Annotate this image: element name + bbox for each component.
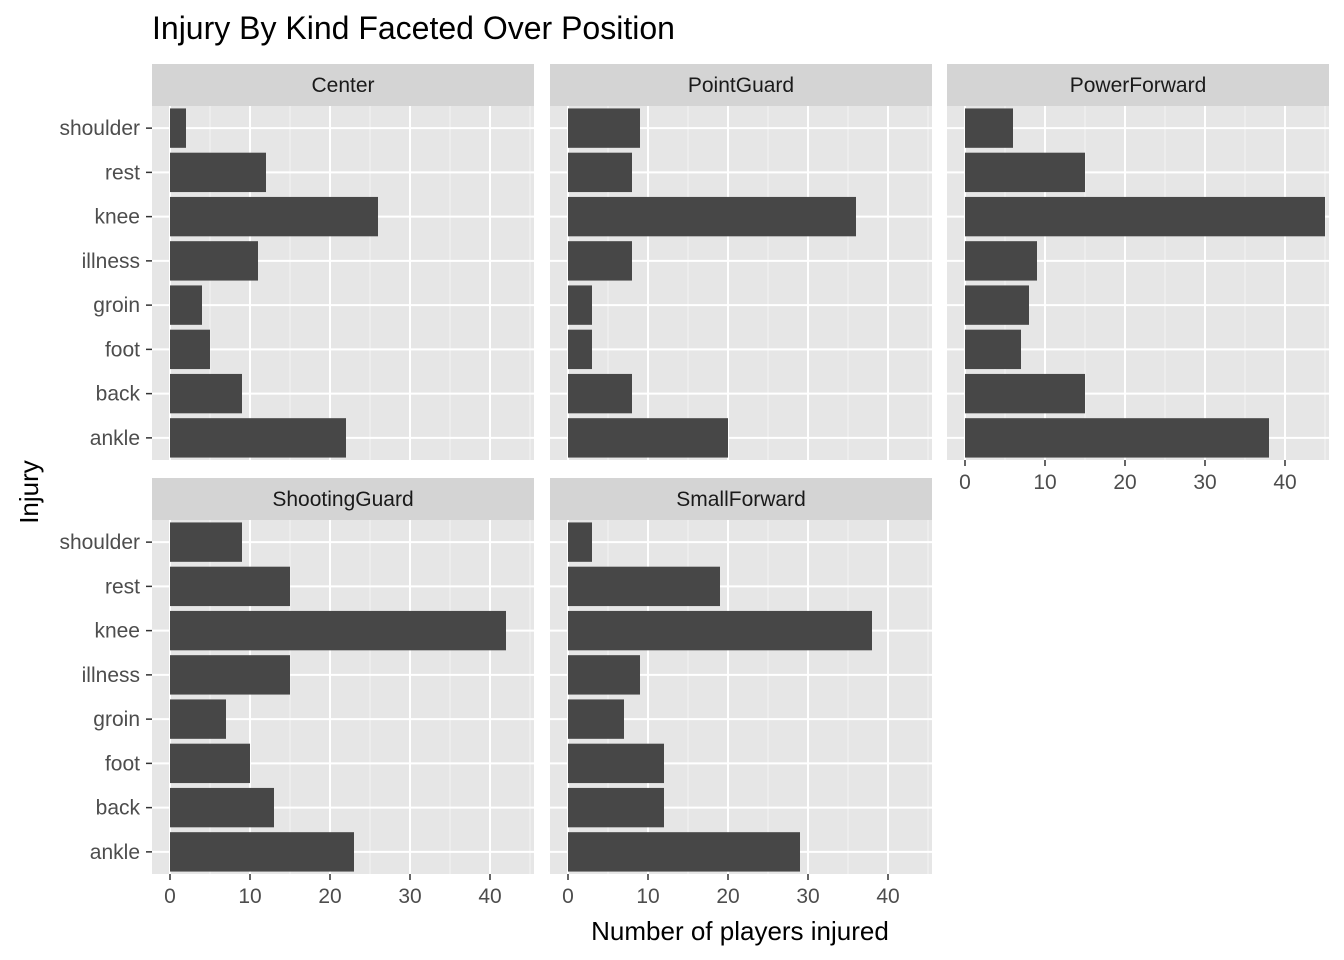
y-tick-label: knee [94,206,140,229]
y-tick-label: rest [105,161,140,184]
facet-strip [550,478,932,520]
bar-pointguard-back [568,373,632,414]
y-tick-label: rest [105,575,140,598]
bar-smallforward-ankle [568,832,800,872]
bar-shootingguard-ankle [170,832,354,872]
y-tick-label: groin [93,294,140,317]
y-tick-label: ankle [90,427,140,450]
bar-shootingguard-knee [170,610,506,651]
bar-center-back [170,373,242,414]
bar-smallforward-illness [568,655,640,695]
facet-shootingguard: ShootingGuard ankle back foot groin illness kn… [59,478,534,908]
bar-shootingguard-foot [170,743,250,784]
facet-label: SmallForward [676,488,806,511]
bar-powerforward-foot [965,329,1021,370]
facet-center: Center ankle back foot groin illness knee rest s… [59,64,534,460]
x-tick-label: 0 [562,885,574,908]
y-tick-label: back [96,797,141,820]
bar-powerforward-back [965,373,1085,414]
x-tick-label: 0 [959,471,971,494]
bar-shootingguard-shoulder [170,522,242,562]
y-tick-label: knee [94,620,140,643]
bar-shootingguard-illness [170,655,290,695]
chart-title: Injury By Kind Faceted Over Position [152,10,675,46]
bar-center-knee [170,196,378,237]
bar-smallforward-groin [568,699,624,739]
bar-smallforward-back [568,787,664,828]
x-tick-label: 0 [164,885,176,908]
facet-powerforward: PowerForward 0 10 20 30 40 [947,64,1329,494]
facet-pointguard: PointGuard [550,64,932,460]
y-tick-label: foot [105,752,140,775]
y-tick-label: ankle [90,841,140,864]
x-tick-label: 30 [796,885,819,908]
bar-shootingguard-back [170,787,274,828]
x-tick-label: 10 [636,885,659,908]
x-tick-label: 30 [1193,471,1216,494]
bar-powerforward-groin [965,285,1029,325]
y-axis-label: Injury [14,460,44,524]
x-tick-label: 40 [1273,471,1296,494]
bar-pointguard-foot [568,329,592,370]
bar-pointguard-ankle [568,418,728,458]
bar-powerforward-shoulder [965,108,1013,148]
bar-center-foot [170,329,210,370]
x-tick-label: 10 [1033,471,1056,494]
bar-smallforward-rest [568,566,720,607]
x-tick-label: 10 [238,885,261,908]
x-tick-label: 40 [876,885,899,908]
bar-center-illness [170,241,258,281]
bar-powerforward-ankle [965,418,1269,458]
x-tick-label: 30 [398,885,421,908]
bar-pointguard-shoulder [568,108,640,148]
bar-powerforward-knee [965,196,1325,237]
y-tick-label: groin [93,708,140,731]
x-tick-label: 20 [318,885,341,908]
bar-shootingguard-groin [170,699,226,739]
bar-center-rest [170,152,266,193]
x-axis-label: Number of players injured [591,916,889,946]
bar-smallforward-knee [568,610,872,651]
x-tick-label: 20 [716,885,739,908]
facet-label: PointGuard [688,74,794,97]
facet-strip [947,64,1329,106]
bar-powerforward-illness [965,241,1037,281]
bar-pointguard-rest [568,152,632,193]
bar-powerforward-rest [965,152,1085,193]
y-tick-label: back [96,383,141,406]
bar-pointguard-groin [568,285,592,325]
bar-pointguard-illness [568,241,632,281]
facet-strip [550,64,932,106]
bar-pointguard-knee [568,196,856,237]
bar-center-ankle [170,418,346,458]
facet-strip [152,64,534,106]
y-tick-label: illness [82,664,140,687]
facet-label: ShootingGuard [272,488,413,511]
facet-strip [152,478,534,520]
bar-smallforward-foot [568,743,664,784]
bar-shootingguard-rest [170,566,290,607]
x-tick-label: 20 [1113,471,1136,494]
y-tick-label: shoulder [59,117,140,140]
x-tick-label: 40 [478,885,501,908]
y-tick-label: illness [82,250,140,273]
bar-center-groin [170,285,202,325]
facet-label: Center [311,74,374,97]
bar-smallforward-shoulder [568,522,592,562]
facet-smallforward: SmallForward 0 10 20 30 40 [550,478,932,908]
facet-label: PowerForward [1070,74,1207,97]
bar-center-shoulder [170,108,186,148]
y-tick-label: shoulder [59,531,140,554]
y-tick-label: foot [105,338,140,361]
